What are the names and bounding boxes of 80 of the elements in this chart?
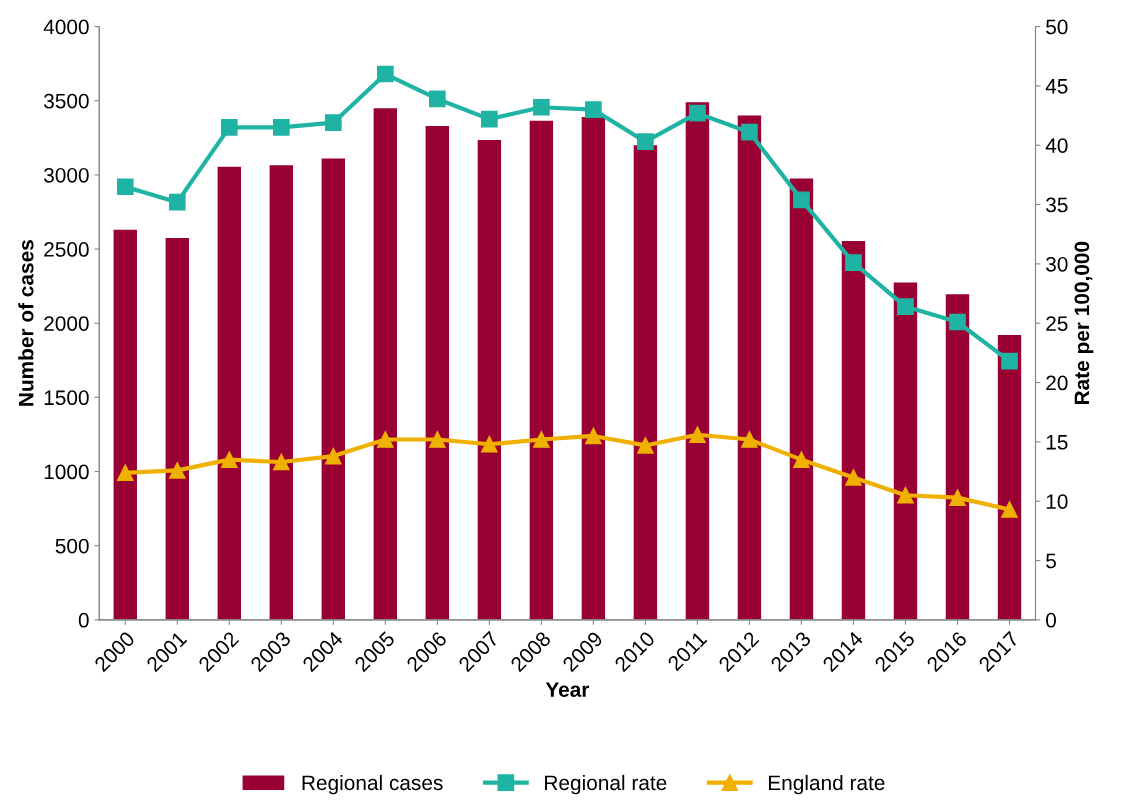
bar: [425, 125, 450, 620]
point: [741, 123, 758, 141]
point: [637, 133, 654, 150]
y2-axis-title: Rate per 100,000: [1074, 241, 1094, 405]
y-tick-label: 4000: [43, 19, 89, 35]
y-tick-label: 3000: [43, 167, 89, 183]
point: [637, 437, 654, 454]
point: [429, 431, 446, 448]
y2-tick-label: 35: [1046, 197, 1068, 213]
point: [272, 453, 290, 471]
point: [793, 191, 810, 209]
point: [845, 254, 862, 272]
y-tick-label: 2000: [44, 316, 89, 331]
point: [689, 104, 706, 122]
point: [220, 119, 238, 136]
bar: [737, 115, 762, 620]
legend-label: England rate: [768, 774, 885, 795]
point: [168, 193, 186, 211]
y-tick-label: 1000: [44, 464, 89, 480]
point: [272, 119, 290, 136]
bar: [841, 240, 866, 620]
point: [429, 90, 446, 108]
point: [1001, 352, 1018, 370]
y2-tick-label: 50: [1046, 19, 1068, 35]
bar: [321, 158, 346, 620]
y-tick-label: 2500: [44, 242, 89, 257]
point: [481, 110, 498, 128]
y2-tick-label: 30: [1046, 256, 1068, 272]
point: [949, 313, 966, 331]
bar: [165, 237, 189, 620]
point: [793, 451, 810, 468]
point: [897, 486, 914, 504]
point: [324, 447, 342, 465]
bar: [633, 145, 658, 620]
bar: [269, 165, 294, 620]
y2-tick-label: 5: [1046, 553, 1056, 569]
y2-tick-label: 45: [1045, 79, 1068, 94]
y2-tick-label: 40: [1045, 138, 1068, 153]
y2-tick-label: 25: [1046, 316, 1068, 331]
y-tick-label: 1500: [44, 390, 89, 406]
bar: [685, 102, 710, 620]
bar: [477, 140, 502, 620]
point: [533, 98, 550, 116]
bar: [529, 120, 554, 620]
point: [845, 469, 862, 486]
bar: [893, 282, 918, 620]
y-axis-title: Number of cases: [18, 240, 34, 406]
point: [741, 431, 758, 448]
bar: [373, 108, 398, 620]
point: [324, 114, 342, 132]
legend-label: Regional cases: [302, 774, 443, 795]
point: [168, 462, 186, 479]
bar: [113, 229, 137, 620]
bar: [217, 166, 241, 620]
point: [897, 298, 914, 315]
point: [689, 426, 706, 444]
point: [481, 435, 498, 453]
point: [533, 431, 550, 448]
point: [116, 464, 134, 482]
y2-tick-label: 10: [1046, 494, 1068, 509]
point: [116, 178, 134, 196]
y2-tick-label: 20: [1046, 375, 1068, 391]
point: [377, 431, 394, 448]
bar: [581, 117, 606, 620]
point: [949, 489, 966, 506]
y2-tick-label: 0: [1046, 612, 1056, 628]
legend-label: Regional rate: [545, 774, 667, 795]
y2-tick-label: 15: [1046, 435, 1068, 450]
point: [585, 101, 602, 118]
y-tick-label: 0: [78, 612, 89, 628]
bar: [997, 335, 1022, 620]
bar: [789, 178, 814, 620]
point: [585, 427, 602, 445]
x-axis-title: Year: [545, 682, 590, 697]
point: [377, 65, 394, 83]
y-tick-label: 500: [55, 538, 89, 554]
y-tick-label: 3500: [43, 93, 89, 109]
point: [220, 451, 238, 468]
point: [1001, 501, 1018, 518]
bar: [945, 294, 970, 620]
